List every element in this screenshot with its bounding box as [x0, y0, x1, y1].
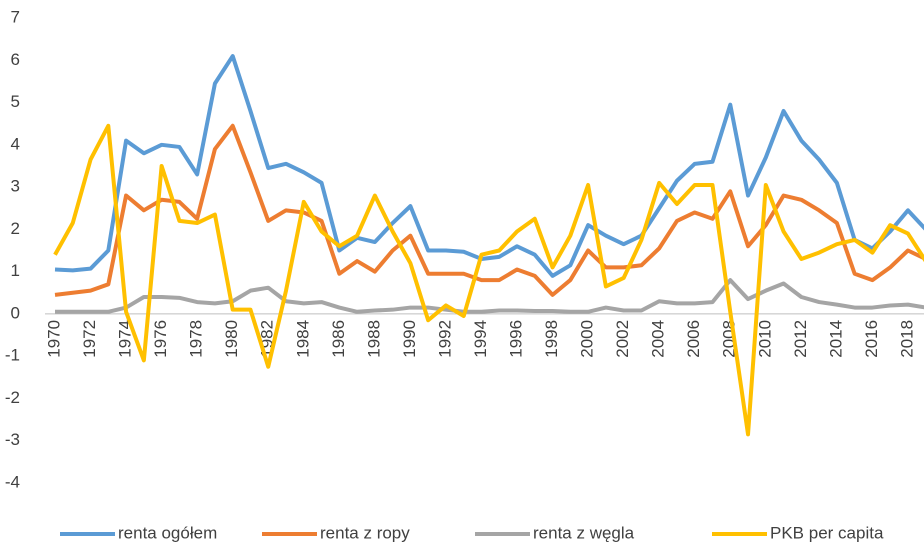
x-tick-label: 2018	[897, 320, 916, 358]
x-tick-label: 1978	[187, 320, 206, 358]
legend-label: renta ogółem	[118, 523, 217, 542]
x-tick-label: 1980	[222, 320, 241, 358]
x-tick-label: 1974	[116, 320, 135, 358]
x-tick-label: 1988	[364, 320, 383, 358]
y-tick-label: 2	[11, 219, 20, 238]
legend-label: renta z węgla	[533, 523, 635, 542]
x-tick-label: 2002	[613, 320, 632, 358]
x-tick-label: 1976	[151, 320, 170, 358]
y-tick-label: 6	[11, 50, 20, 69]
x-tick-label: 1986	[329, 320, 348, 358]
y-tick-label: -4	[5, 472, 20, 491]
x-tick-label: 2006	[684, 320, 703, 358]
x-tick-label: 1970	[44, 320, 63, 358]
y-tick-label: 7	[11, 7, 20, 26]
y-tick-label: -1	[5, 346, 20, 365]
x-tick-label: 1984	[293, 320, 312, 358]
x-tick-label: 2000	[578, 320, 597, 358]
series-line	[54, 54, 924, 278]
y-tick-label: 0	[11, 303, 20, 322]
series-line	[55, 278, 924, 314]
x-tick-label: 1972	[80, 320, 99, 358]
x-tick-label: 2014	[826, 320, 845, 358]
x-tick-label: 2012	[791, 320, 810, 358]
legend-label: renta z ropy	[320, 523, 410, 542]
x-tick-label: 2016	[862, 320, 881, 358]
y-tick-label: 3	[11, 177, 20, 196]
x-tick-label: 1990	[400, 320, 419, 358]
y-tick-label: 4	[11, 134, 20, 153]
x-tick-label: 1996	[507, 320, 526, 358]
legend-label: PKB per capita	[770, 523, 884, 542]
series-line	[54, 123, 924, 297]
series-line	[53, 123, 924, 437]
y-tick-label: 1	[11, 261, 20, 280]
y-tick-label: -3	[5, 430, 20, 449]
x-tick-label: 2010	[755, 320, 774, 358]
x-tick-label: 1998	[542, 320, 561, 358]
y-tick-label: 5	[11, 92, 20, 111]
x-tick-label: 2004	[649, 320, 668, 358]
y-tick-label: -2	[5, 388, 20, 407]
x-tick-label: 1992	[435, 320, 454, 358]
x-tick-label: 1994	[471, 320, 490, 358]
